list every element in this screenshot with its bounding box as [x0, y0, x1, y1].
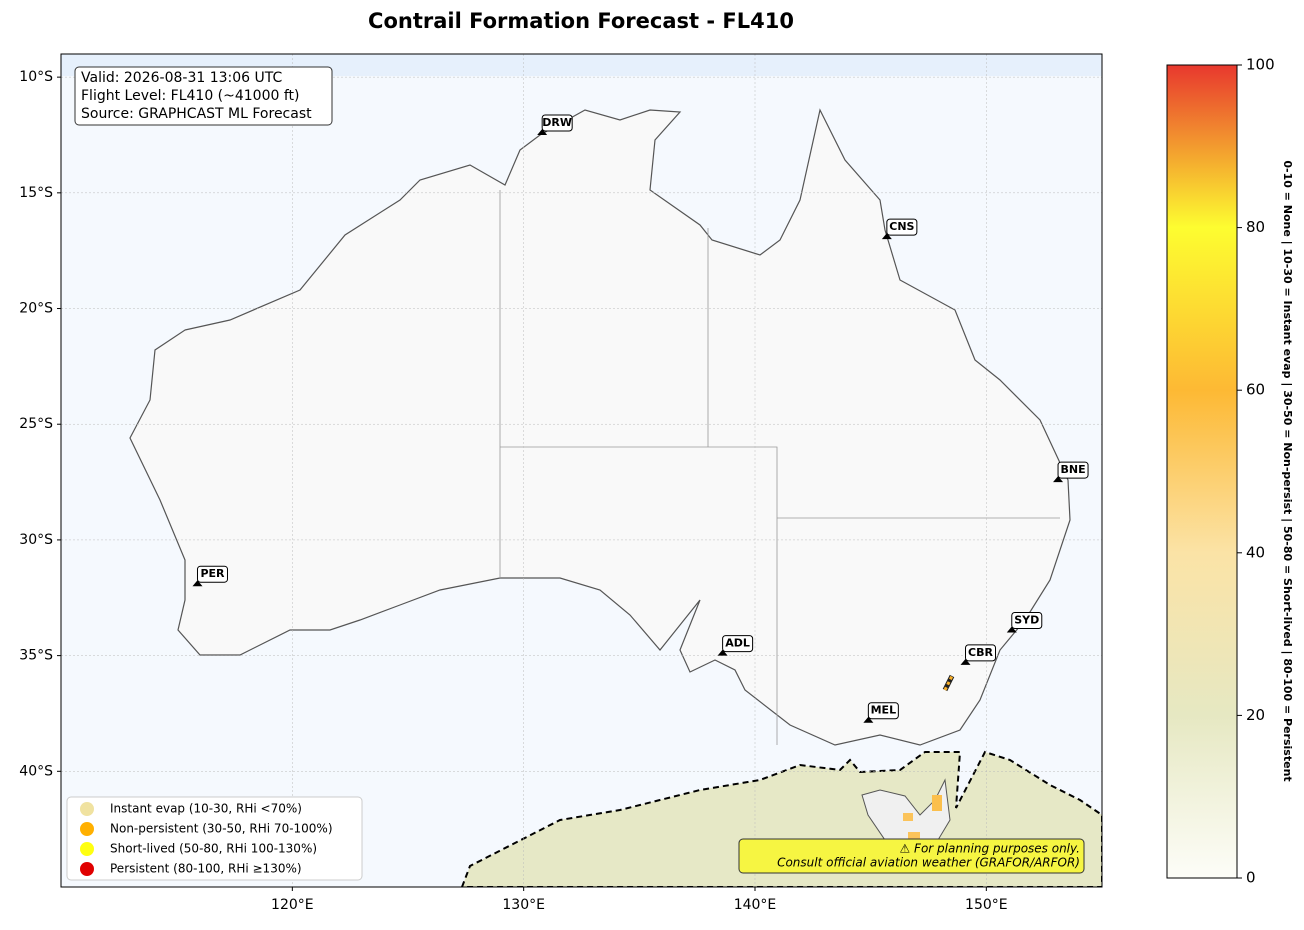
- airport-marker: [863, 716, 874, 723]
- airport-marker: [1006, 626, 1017, 633]
- field-patch: [943, 675, 954, 691]
- airport-label-box: [886, 218, 918, 236]
- x-tick-label: 140°E: [734, 897, 777, 913]
- x-tick-label: 120°E: [271, 897, 314, 913]
- airport-label: DRW: [542, 116, 572, 129]
- airport-label: SYD: [1014, 613, 1039, 626]
- y-tick-label: 35°S: [19, 648, 53, 664]
- note-line: ⚠ For planning purposes only.: [900, 842, 1080, 856]
- note-frame: [738, 838, 1085, 874]
- legend-swatch: [80, 842, 94, 856]
- airport-label-box: [541, 114, 573, 132]
- field-patch: [908, 832, 920, 842]
- info-box: Valid: 2026-08-31 13:06 UTC Flight Level:…: [74, 66, 333, 126]
- airport-label-box: [722, 635, 754, 653]
- field-patch: [903, 813, 913, 821]
- airport-label-box: [1057, 461, 1089, 479]
- legend: Instant evap (10-30, RHi <70%) Non-persis…: [66, 796, 363, 881]
- y-tick-label: 30°S: [19, 532, 53, 548]
- map: [61, 54, 1102, 887]
- info-line: Valid: 2026-08-31 13:06 UTC: [81, 70, 282, 86]
- state-borders: [499, 190, 1060, 745]
- y-tick-label: 10°S: [19, 69, 53, 85]
- airport-label: CNS: [889, 220, 914, 233]
- info-line: Source: GRAPHCAST ML Forecast: [81, 106, 312, 122]
- x-tick-label: 130°E: [502, 897, 545, 913]
- note-box: ⚠ For planning purposes only.Consult off…: [738, 838, 1085, 874]
- map-frame: [60, 53, 1103, 888]
- airport-label: PER: [200, 567, 225, 580]
- airport-label-box: [196, 565, 228, 583]
- y-tick-label: 25°S: [19, 416, 53, 432]
- airport-marker: [717, 649, 728, 656]
- y-tick-label: 40°S: [19, 763, 53, 779]
- colorbar-tick-label: 0: [1246, 869, 1256, 887]
- info-line: Flight Level: FL410 (~41000 ft): [81, 88, 300, 104]
- colorbar: [1166, 64, 1238, 879]
- legend-swatch: [80, 822, 94, 836]
- y-tick-label: 15°S: [19, 185, 53, 201]
- airport-label: CBR: [968, 646, 993, 659]
- airport-marker: [1053, 476, 1064, 483]
- airport-marker: [960, 658, 971, 665]
- airport-label: MEL: [871, 704, 896, 717]
- airport-label-box: [1011, 611, 1043, 629]
- legend-frame: [66, 796, 363, 881]
- legend-swatch: [80, 862, 94, 876]
- colorbar-tick-label: 40: [1246, 543, 1265, 561]
- legend-swatch: [80, 802, 94, 816]
- airport-label-box: [965, 644, 997, 662]
- title: Contrail Formation Forecast - FL410: [368, 9, 794, 33]
- field-patch: [932, 795, 942, 811]
- colorbar-tick-label: 100: [1246, 56, 1275, 74]
- airport-marker: [881, 233, 892, 240]
- colorbar-label: 0-10 = None | 10-30 = Instant evap | 30-…: [1281, 160, 1294, 781]
- colorbar-tick-label: 20: [1246, 706, 1265, 724]
- airport-label: ADL: [725, 637, 750, 650]
- legend-label: Persistent (80-100, RHi ≥130%): [110, 862, 302, 876]
- legend-label: Short-lived (50-80, RHi 100-130%): [110, 842, 317, 856]
- airport-marker: [537, 128, 548, 135]
- colorbar-tick-label: 60: [1246, 381, 1265, 399]
- x-tick-label: 150°E: [965, 897, 1008, 913]
- airport-marker: [192, 580, 203, 587]
- y-tick-label: 20°S: [19, 301, 53, 317]
- info-frame: [74, 66, 333, 126]
- legend-label: Instant evap (10-30, RHi <70%): [110, 802, 302, 816]
- note-line: Consult official aviation weather (GRAFO…: [777, 856, 1080, 870]
- airport-label: BNE: [1060, 463, 1085, 476]
- colorbar-tick-label: 80: [1246, 218, 1265, 236]
- legend-label: Non-persistent (30-50, RHi 70-100%): [110, 822, 333, 836]
- airport-label-box: [867, 702, 899, 720]
